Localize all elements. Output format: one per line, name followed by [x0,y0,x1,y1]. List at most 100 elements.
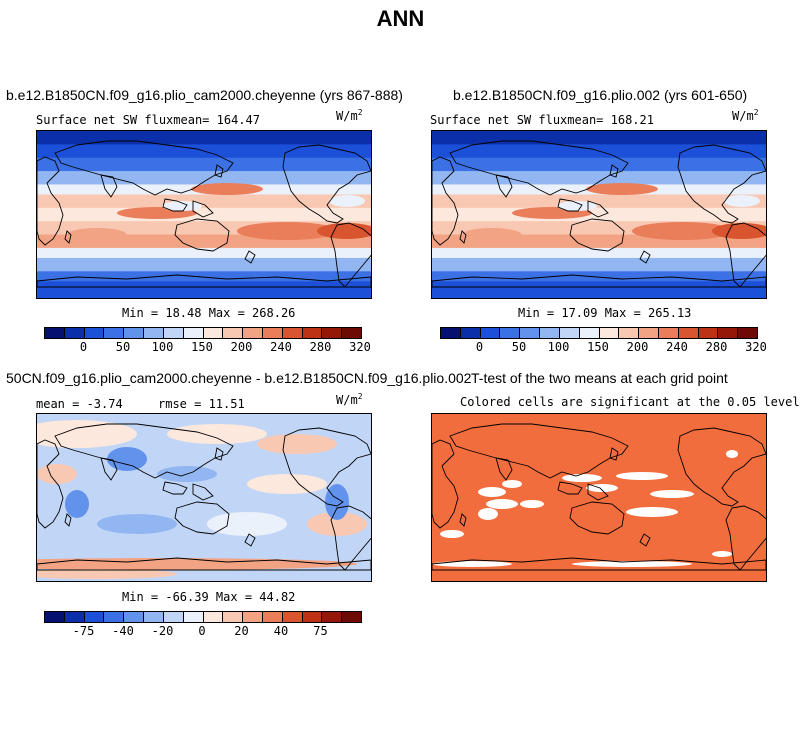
colorbar-cell [639,328,659,338]
colorbar-tick-label: 0 [198,624,206,638]
panel2-mean: mean= 168.21 [567,113,654,127]
colorbar-cell [619,328,640,338]
colorbar-cell [84,612,105,622]
colorbar-tick-label: 240 [270,340,292,354]
panel3-units: W/m2 [336,392,363,407]
figure-title: ANN [376,6,425,31]
colorbar-cell [144,328,164,338]
colorbar-cell [460,328,481,338]
colorbar-cell [480,328,501,338]
colorbar-cell [183,612,204,622]
field-band [432,271,766,282]
field-blob [586,183,658,195]
field-band [37,257,371,272]
nonsignificant-blob [502,480,522,488]
panel2-colorbar-ticks: 0 50 100 150 200 240 280 320 [440,340,767,354]
colorbar-cell [540,328,560,338]
colorbar-cell [342,328,361,338]
diff-blob [247,474,327,494]
colorbar-tick-label: 200 [230,340,253,354]
colorbar-cell [718,328,739,338]
colorbar-cell [282,612,303,622]
colorbar-cell [302,612,323,622]
colorbar-cell [104,612,125,622]
colorbar-cell [223,612,244,622]
field-band [432,171,766,185]
colorbar-cell [243,612,263,622]
colorbar-cell [322,328,343,338]
field-band [432,281,766,298]
colorbar-tick-label: -20 [151,624,174,638]
colorbar-cell [124,328,145,338]
colorbar-tick-label: 20 [234,624,249,638]
colorbar-cell [678,328,699,338]
nonsignificant-blob [616,472,668,480]
colorbar-cell [282,328,303,338]
diff-blob [37,464,77,484]
panel3-case-title: 50CN.f09_g16.plio_cam2000.cheyenne - b.e… [6,370,472,386]
colorbar-cell [579,328,600,338]
panel3-rmse: rmse = 11.51 [158,397,245,411]
colorbar-cell [520,328,541,338]
panel2-colorbar [440,327,758,339]
diff-blob [37,569,177,579]
panel3-colorbar [44,611,362,623]
colorbar-cell [183,328,204,338]
colorbar-cell [124,612,145,622]
colorbar-cell [203,612,224,622]
colorbar-cell [698,328,719,338]
field-blob [557,201,597,211]
colorbar-cell [223,328,244,338]
field-band [37,271,371,282]
field-band [432,247,766,259]
panel1-mean: mean= 164.47 [173,113,260,127]
colorbar-cell [500,328,521,338]
nonsignificant-blob [712,551,732,557]
panel4-title: T-test of the two means at each grid poi… [471,370,728,386]
diff-blob [37,558,357,570]
nonsignificant-blob [562,474,602,482]
panel3-map [36,413,372,582]
field-band [37,281,371,298]
colorbar-tick-label: 0 [475,340,484,354]
colorbar-cell [84,328,105,338]
field-blob [329,195,365,207]
field-band [37,157,371,172]
colorbar-cell [243,328,263,338]
colorbar-cell [738,328,757,338]
colorbar-cell [45,328,65,338]
field-blob [162,201,202,211]
panel1-minmax: Min = 18.48 Max = 268.26 [122,306,296,320]
nonsignificant-blob [432,561,512,567]
colorbar-tick-label: 150 [191,340,213,354]
panel4-map [431,413,767,582]
nonsignificant-blob [520,500,544,508]
diff-blob [97,514,177,534]
nonsignificant-blob [478,508,498,520]
field-band [432,157,766,172]
colorbar-tick-label: 0 [79,340,88,354]
colorbar-tick-label: 100 [151,340,174,354]
colorbar-tick-label: -40 [112,624,134,638]
colorbar-tick-label: 280 [705,340,728,354]
diff-blob [207,512,287,536]
field-blob [632,222,732,240]
colorbar-tick-label: 50 [115,340,131,354]
colorbar-tick-label: 320 [745,340,767,354]
nonsignificant-blob [486,499,518,509]
field-band [432,257,766,272]
colorbar-cell [64,612,85,622]
colorbar-tick-label: 200 [626,340,649,354]
colorbar-cell [302,328,323,338]
colorbar-cell [559,328,580,338]
field-blob [67,228,127,242]
nonsignificant-blob [650,490,694,498]
colorbar-cell [163,612,184,622]
field-blob [237,222,337,240]
panel2-map [431,130,767,299]
colorbar-tick-label: -75 [72,624,95,638]
colorbar-cell [599,328,620,338]
panel1-map [36,130,372,299]
colorbar-cell [163,328,184,338]
colorbar-tick-label: 240 [666,340,688,354]
